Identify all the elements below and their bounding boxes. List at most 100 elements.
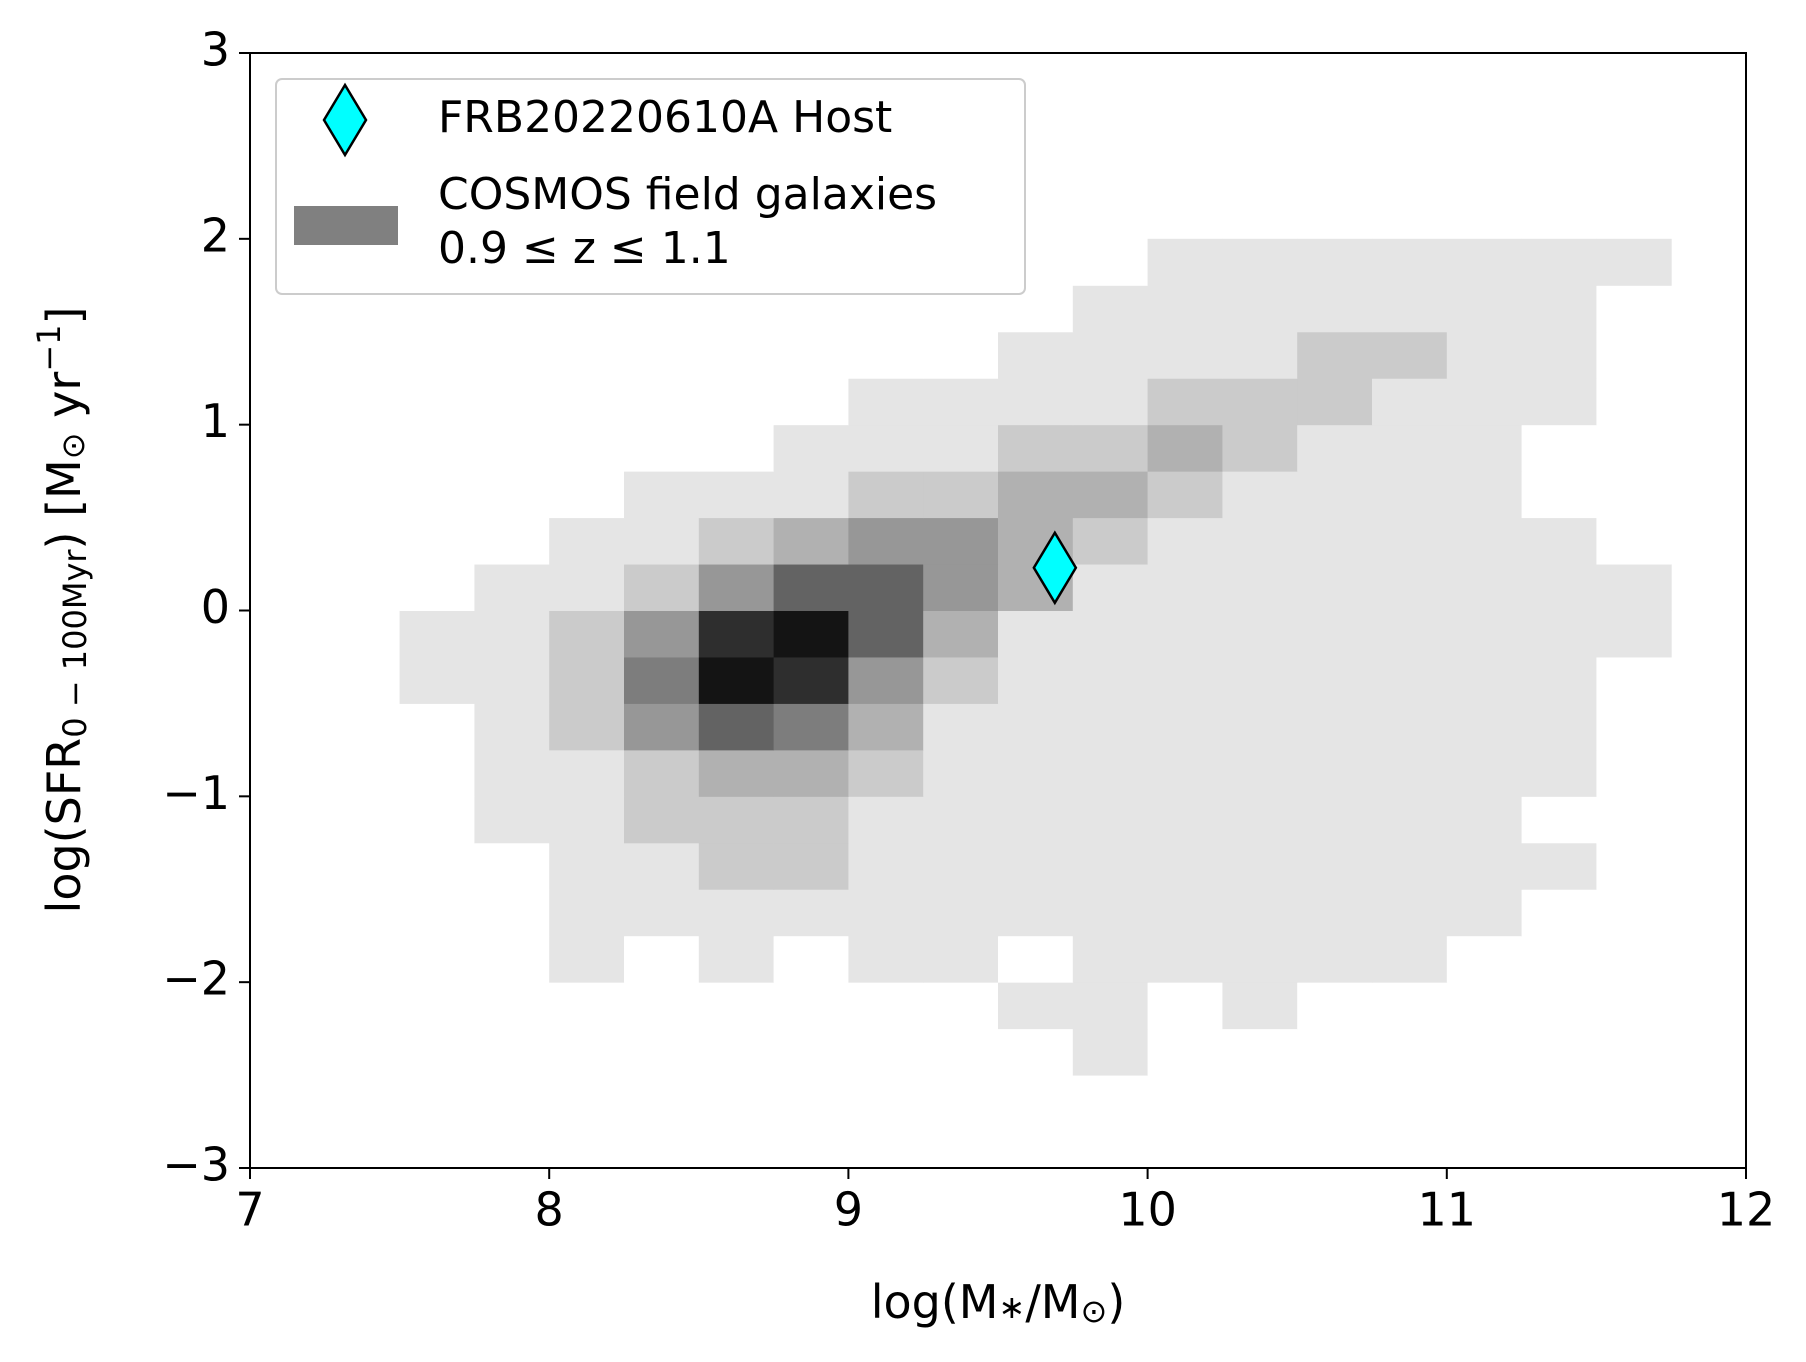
hist-cell <box>1072 564 1149 611</box>
hist-cell <box>474 610 550 658</box>
hist-cell <box>1072 842 1149 890</box>
hist-cell <box>1147 424 1223 472</box>
hist-cell <box>773 935 849 983</box>
hist-cell <box>923 703 999 751</box>
hist-cell <box>1222 842 1298 890</box>
hist-cell <box>1222 935 1298 983</box>
x-axis-label: log(M∗/M⊙) <box>871 1275 1126 1331</box>
hist-cell <box>624 424 700 472</box>
hist-cell <box>1072 424 1149 472</box>
hist-cell <box>1446 517 1523 565</box>
hist-cell <box>698 796 775 844</box>
hist-cell <box>624 935 700 983</box>
hist-cell <box>474 935 550 983</box>
hist-cell <box>998 842 1074 890</box>
hist-cell <box>1446 982 1523 1030</box>
hist-cell <box>1446 378 1523 426</box>
hist-cell <box>1596 471 1672 519</box>
hist-cell <box>1596 796 1672 844</box>
hist-cell <box>923 935 999 983</box>
hist-cell <box>1596 656 1672 704</box>
hist-cell <box>624 331 700 379</box>
hist-cell <box>549 471 625 519</box>
hist-cell <box>1297 842 1373 890</box>
hist-cell <box>698 564 775 611</box>
hist-cell <box>399 424 475 472</box>
hist-cell <box>698 471 775 519</box>
hist-cell <box>549 842 625 890</box>
hist-cell <box>399 378 475 426</box>
hist-cell <box>923 1028 999 1076</box>
hist-cell <box>1596 610 1672 658</box>
hist-cell <box>773 656 849 704</box>
hist-cell <box>1372 424 1448 472</box>
hist-cell <box>1521 517 1597 565</box>
hist-cell <box>1521 285 1597 333</box>
hist-cell <box>1072 656 1149 704</box>
hist-cell <box>1446 424 1523 472</box>
hist-cell <box>624 703 700 751</box>
hist-cell <box>399 889 475 937</box>
legend-label: COSMOS field galaxies <box>438 169 937 220</box>
hist-cell <box>773 517 849 565</box>
hist-cell <box>923 842 999 890</box>
hist-cell <box>698 331 775 379</box>
hist-cell <box>1596 424 1672 472</box>
hist-cell <box>1372 378 1448 426</box>
hist-cell <box>1446 285 1523 333</box>
y-tick-label: 2 <box>201 208 230 262</box>
hist-cell <box>1372 656 1448 704</box>
hist-cell <box>624 471 700 519</box>
hist-cell <box>1072 889 1149 937</box>
legend-label: 0.9 ≤ z ≤ 1.1 <box>438 223 731 274</box>
hist-cell <box>698 889 775 937</box>
hist-cell <box>1297 238 1373 286</box>
hist-cell <box>773 378 849 426</box>
hist-cell <box>998 331 1074 379</box>
hist-cell <box>923 749 999 797</box>
hist-cell <box>1372 935 1448 983</box>
hist-cell <box>1147 238 1223 286</box>
hist-cell <box>549 982 625 1030</box>
hist-cell <box>1147 796 1223 844</box>
hist-cell <box>399 331 475 379</box>
hist-cell <box>998 796 1074 844</box>
hist-cell <box>1147 656 1223 704</box>
hist-cell <box>1521 564 1597 611</box>
hist-cell <box>923 564 999 611</box>
hist-cell <box>698 982 775 1030</box>
hist-cell <box>773 749 849 797</box>
hist-cell <box>1372 889 1448 937</box>
hist-cell <box>1147 749 1223 797</box>
hist-cell <box>1596 842 1672 890</box>
y-axis-label: log(SFR0 − 100Myr) [M⊙ yr−1] <box>30 307 94 914</box>
y-tick-label: 3 <box>201 23 230 77</box>
hist-cell <box>474 889 550 937</box>
hist-cell <box>1222 378 1298 426</box>
hist-cell <box>1521 703 1597 751</box>
hist-cell <box>773 331 849 379</box>
hist-cell <box>474 982 550 1030</box>
hist-cell <box>474 796 550 844</box>
hist-cell <box>1222 564 1298 611</box>
hist-cell <box>1521 238 1597 286</box>
hist-cell <box>474 378 550 426</box>
hist-cell <box>624 1028 700 1076</box>
hist-cell <box>1297 889 1373 937</box>
hist-cell <box>698 842 775 890</box>
hist-cell <box>848 424 924 472</box>
hist-cell <box>1147 703 1223 751</box>
hist-cell <box>923 656 999 704</box>
hist-cell <box>1297 982 1373 1030</box>
hist-cell <box>773 889 849 937</box>
hist-cell <box>998 471 1074 519</box>
hist-cell <box>1297 424 1373 472</box>
hist-cell <box>1072 796 1149 844</box>
hist-cell <box>1072 285 1149 333</box>
hist-cell <box>1297 331 1373 379</box>
hist-cell <box>1297 378 1373 426</box>
hist-cell <box>1222 1028 1298 1076</box>
hist-cell <box>1446 842 1523 890</box>
hist-cell <box>848 889 924 937</box>
hist-cell <box>399 564 475 611</box>
